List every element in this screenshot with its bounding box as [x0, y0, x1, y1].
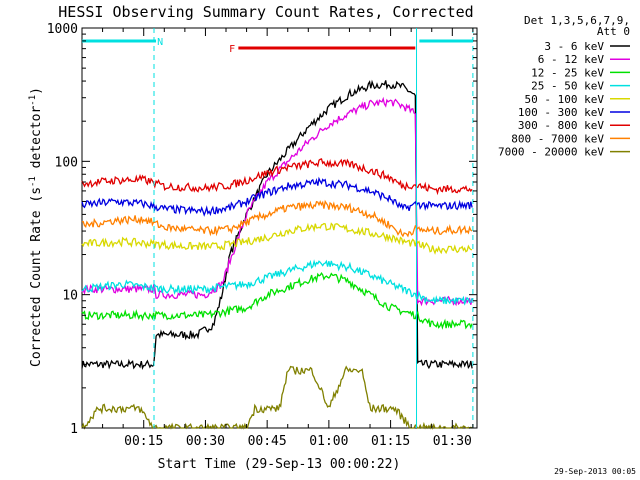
x-tick-label-0: 00:15 [124, 434, 163, 449]
series-line-7 [81, 199, 473, 238]
x-axis-label: Start Time (29-Sep-13 00:00:22) [158, 457, 401, 472]
x-tick-label-5: 01:30 [433, 434, 472, 449]
legend-label-7: 800 - 7000 keV [511, 132, 604, 145]
y-tick-label-0: 1 [70, 422, 78, 437]
x-tick-label-3: 01:00 [309, 434, 348, 449]
x-tick-label-2: 00:45 [248, 434, 287, 449]
chart-title: HESSI Observing Summary Count Rates, Cor… [58, 3, 473, 21]
series-line-2 [81, 272, 473, 330]
y-tick-label-1: 10 [62, 289, 78, 304]
series-line-0 [81, 79, 473, 370]
legend-label-2: 12 - 25 keV [531, 66, 604, 79]
x-tick-label-1: 00:30 [186, 434, 225, 449]
legend-header-1: Att 0 [597, 25, 630, 38]
plot-area: N F 1 10 100 1000 00:15 00:30 00:45 01:00 01:15 01:… [47, 22, 478, 449]
y-tick-label-2: 100 [55, 155, 78, 170]
legend-label-5: 100 - 300 keV [518, 106, 604, 119]
legend-label-1: 6 - 12 keV [538, 53, 605, 66]
series-line-5 [81, 176, 473, 217]
series-line-4 [81, 222, 473, 255]
legend-label-6: 300 - 800 keV [518, 119, 604, 132]
series-line-3 [81, 259, 473, 306]
series-line-6 [81, 158, 473, 196]
y-axis-label: Corrected Count Rate (s-1 detector-1) [28, 87, 44, 367]
flag-label-1: F [229, 44, 235, 55]
legend-label-8: 7000 - 20000 keV [498, 146, 604, 159]
plot-frame [81, 27, 478, 429]
legend-label-0: 3 - 6 keV [544, 40, 604, 53]
y-tick-label-3: 1000 [47, 22, 78, 37]
flag-label-0: N [157, 37, 163, 48]
legend-label-3: 25 - 50 keV [531, 80, 604, 93]
x-tick-label-4: 01:15 [371, 434, 410, 449]
legend-label-4: 50 - 100 keV [525, 93, 605, 106]
legend-header-0: Det 1,3,5,6,7,9, [524, 14, 630, 27]
series-line-8 [81, 365, 473, 430]
timestamp-stamp: 29-Sep-2013 00:05 [554, 467, 636, 476]
